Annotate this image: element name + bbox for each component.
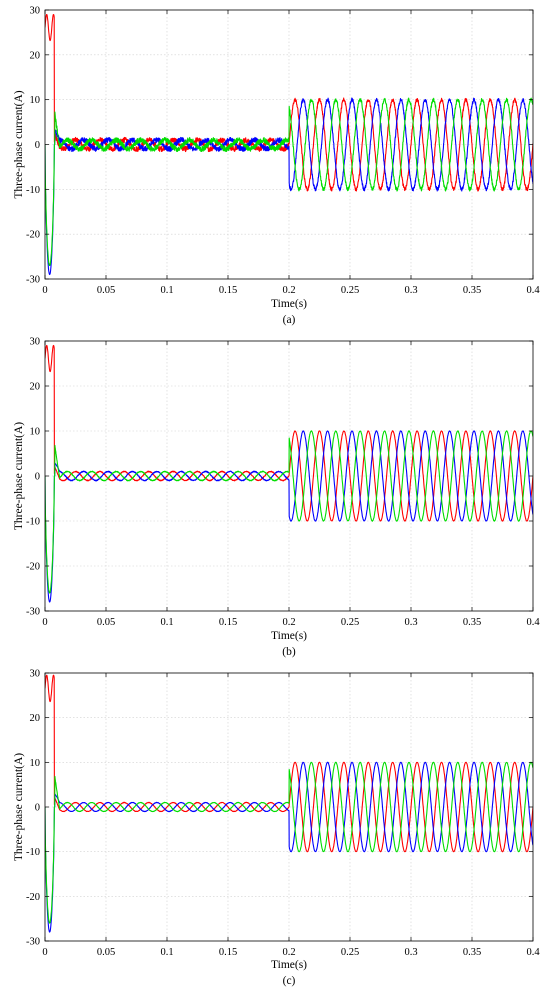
x-tick-label: 0.2 (282, 617, 295, 628)
y-tick-label: 20 (30, 713, 41, 724)
phase-c-trace (45, 97, 533, 267)
x-axis-label: Time(s) (271, 630, 307, 642)
y-tick-label: -20 (26, 892, 40, 903)
phase-a-trace (45, 344, 533, 522)
y-tick-label: -30 (26, 275, 40, 286)
y-tick-label: 0 (35, 140, 40, 151)
x-tick-label: 0.1 (160, 617, 173, 628)
x-tick-label: 0.3 (404, 285, 417, 296)
x-tick-label: 0.2 (282, 947, 295, 958)
x-tick-label: 0.25 (341, 285, 359, 296)
x-tick-label: 0 (42, 947, 47, 958)
x-tick-label: 0.4 (526, 285, 540, 296)
panel-caption: (a) (283, 314, 296, 326)
x-tick-label: 0 (42, 285, 47, 296)
x-tick-label: 0.05 (97, 617, 115, 628)
x-axis-label: Time(s) (271, 959, 307, 971)
x-tick-label: 0.4 (526, 617, 540, 628)
phase-a-trace (45, 13, 533, 192)
x-tick-label: 0.35 (463, 285, 481, 296)
y-tick-label: 10 (30, 427, 41, 438)
x-tick-label: 0.25 (341, 947, 359, 958)
traces (45, 13, 533, 276)
y-tick-label: 30 (30, 669, 41, 680)
y-tick-label: -10 (26, 185, 40, 196)
y-tick-label: -20 (26, 230, 40, 241)
phase-c-trace (45, 761, 533, 924)
phase-b-trace (45, 761, 533, 933)
x-tick-label: 0.1 (160, 947, 173, 958)
x-tick-label: 0 (42, 617, 47, 628)
y-axis-label: Three-phase current(A) (13, 90, 25, 198)
phase-b-trace (45, 97, 533, 276)
panel-b: 0 0.05 0.1 0.15 0.2 0.25 0.3 0.35 0.4 -30 -20 -10 0 1… (13, 337, 540, 659)
x-tick-label: 0.15 (219, 285, 237, 296)
x-tick-label: 0.2 (282, 285, 295, 296)
panel-caption: (b) (282, 646, 296, 658)
x-tick-label: 0.15 (219, 617, 237, 628)
y-tick-label: 30 (30, 6, 41, 17)
y-tick-label: 20 (30, 50, 41, 61)
x-tick-label: 0.35 (463, 947, 481, 958)
x-axis-label: Time(s) (271, 298, 307, 310)
traces (45, 344, 533, 603)
x-tick-label: 0.35 (463, 617, 481, 628)
phase-a-trace (45, 674, 533, 853)
y-tick-label: 0 (35, 472, 40, 483)
x-tick-label: 0.05 (97, 947, 115, 958)
y-axis-label: Three-phase current(A) (13, 422, 25, 530)
x-tick-label: 0.3 (404, 617, 417, 628)
x-tick-label: 0.3 (404, 947, 417, 958)
y-tick-label: 10 (30, 758, 41, 769)
y-tick-label: -30 (26, 607, 40, 618)
panel-a: 0 0.05 0.1 0.15 0.2 0.25 0.3 0.35 0.4 -30 -20 -10 0 1… (13, 6, 540, 327)
phase-b-trace (45, 430, 533, 603)
x-tick-label: 0.25 (341, 617, 359, 628)
y-tick-label: -10 (26, 847, 40, 858)
traces (45, 674, 533, 933)
y-tick-label: 0 (35, 803, 40, 814)
y-tick-label: 10 (30, 95, 41, 106)
phase-c-trace (45, 430, 533, 594)
x-tick-label: 0.4 (526, 947, 540, 958)
y-tick-label: 20 (30, 382, 41, 393)
panel-c: 0 0.05 0.1 0.15 0.2 0.25 0.3 0.35 0.4 -30 -20 -10 0 1… (13, 669, 540, 988)
x-tick-label: 0.1 (160, 285, 173, 296)
y-tick-label: -10 (26, 517, 40, 528)
x-tick-label: 0.05 (97, 285, 115, 296)
x-tick-label: 0.15 (219, 947, 237, 958)
y-tick-label: -20 (26, 562, 40, 573)
panel-caption: (c) (283, 975, 296, 987)
y-tick-label: 30 (30, 337, 41, 348)
y-tick-label: -30 (26, 937, 40, 948)
y-axis-label: Three-phase current(A) (13, 753, 25, 861)
